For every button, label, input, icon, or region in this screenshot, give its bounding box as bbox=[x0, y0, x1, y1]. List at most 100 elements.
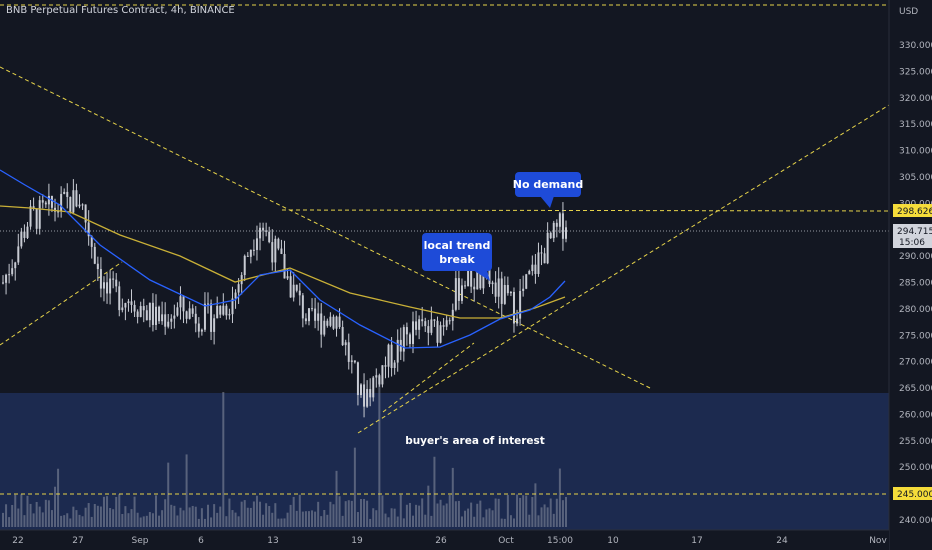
time-tick-label: 22 bbox=[12, 536, 23, 546]
volume-bar bbox=[203, 518, 206, 527]
candle-body bbox=[427, 326, 430, 333]
price-tick-label: 260.000 bbox=[899, 410, 932, 420]
volume-bar bbox=[176, 515, 179, 527]
volume-bar bbox=[237, 516, 240, 527]
candle-body bbox=[433, 319, 436, 321]
volume-bar bbox=[72, 506, 75, 527]
volume-bar bbox=[298, 494, 301, 527]
price-axis[interactable]: USD 330.000 325.000 320.000 315.000 310.000 3… bbox=[888, 0, 932, 550]
volume-bar bbox=[546, 507, 549, 527]
candle-body bbox=[512, 291, 515, 324]
downtrend-line bbox=[0, 66, 651, 389]
volume-bar bbox=[228, 498, 231, 527]
volume-bar bbox=[231, 510, 234, 527]
candle-body bbox=[130, 301, 133, 305]
candle-body bbox=[359, 384, 362, 396]
time-tick-label: 19 bbox=[351, 536, 363, 546]
volume-bar bbox=[476, 503, 479, 527]
time-axis[interactable]: 22 27 Sep 6 13 19 26 Oct 15:00 10 17 24 Nov bbox=[0, 529, 889, 550]
volume-bar bbox=[277, 518, 280, 527]
currency-label: USD bbox=[899, 7, 918, 17]
candle-body bbox=[179, 296, 182, 308]
candle-body bbox=[280, 248, 283, 254]
volume-bar bbox=[464, 510, 467, 527]
candle-body bbox=[509, 291, 512, 294]
volume-bar bbox=[359, 499, 362, 527]
candle-body bbox=[314, 308, 317, 321]
candle-body bbox=[500, 278, 503, 304]
candle-body bbox=[252, 249, 255, 251]
volume-bar bbox=[415, 504, 418, 527]
candle-body bbox=[369, 389, 372, 398]
candle-body bbox=[283, 253, 286, 279]
candle-body bbox=[430, 319, 433, 333]
candle-body bbox=[194, 313, 197, 324]
volume-bar bbox=[90, 516, 93, 527]
volume-bar bbox=[262, 514, 265, 527]
volume-bar bbox=[93, 503, 96, 527]
candle-body bbox=[207, 303, 210, 305]
volume-bar bbox=[84, 507, 87, 527]
volume-bar bbox=[44, 499, 47, 527]
candle-body bbox=[84, 204, 87, 223]
volume-bar bbox=[329, 501, 332, 527]
candle-body bbox=[78, 204, 81, 207]
volume-bar bbox=[142, 516, 145, 527]
candle-body bbox=[136, 311, 139, 317]
candle-body bbox=[216, 305, 219, 319]
candle-body bbox=[81, 204, 84, 206]
volume-bar bbox=[506, 494, 509, 527]
trendlines bbox=[0, 4, 890, 495]
candle-body bbox=[436, 320, 439, 343]
candle-body bbox=[90, 236, 93, 247]
last-price-tag: 294.715 15:06 bbox=[893, 224, 932, 248]
volume-bar bbox=[301, 511, 304, 527]
candle-body bbox=[341, 326, 344, 346]
candle-body bbox=[561, 213, 564, 239]
candle-body bbox=[286, 276, 289, 279]
candle-body bbox=[35, 208, 38, 229]
volume-bar bbox=[442, 505, 445, 527]
volume-bar bbox=[106, 496, 109, 527]
candle-body bbox=[525, 274, 528, 289]
volume-bar bbox=[259, 501, 262, 527]
candle-body bbox=[289, 276, 292, 298]
price-tick-label: 305.000 bbox=[899, 173, 932, 183]
ma-slow-line bbox=[0, 205, 566, 319]
svg-text:298.626: 298.626 bbox=[897, 207, 932, 217]
candle-body bbox=[457, 278, 460, 301]
zone-label: buyer's area of interest bbox=[405, 435, 545, 447]
candle-body bbox=[448, 320, 451, 322]
volume-bar bbox=[188, 507, 191, 527]
price-tick-label: 310.000 bbox=[899, 147, 932, 157]
price-tick-label: 270.000 bbox=[899, 358, 932, 368]
volume-bar bbox=[540, 507, 543, 527]
candle-body bbox=[439, 325, 442, 343]
candle-body bbox=[326, 320, 329, 326]
volume-bar bbox=[124, 506, 127, 527]
candle-body bbox=[366, 389, 369, 407]
volume-bar bbox=[522, 495, 525, 527]
candle-body bbox=[38, 200, 41, 229]
candle-body bbox=[421, 319, 424, 322]
candle-body bbox=[213, 318, 216, 332]
volume-bar bbox=[81, 516, 84, 527]
volume-bar bbox=[424, 514, 427, 527]
volume-bar bbox=[384, 513, 387, 527]
volume-bar bbox=[353, 447, 356, 527]
volume-bar bbox=[14, 494, 17, 527]
volume-bar bbox=[200, 508, 203, 527]
volume-bar bbox=[347, 500, 350, 527]
candle-body bbox=[259, 227, 262, 239]
candle-body bbox=[476, 269, 479, 290]
candle-body bbox=[26, 226, 29, 238]
time-tick-label: 26 bbox=[435, 536, 447, 546]
candle-body bbox=[75, 190, 78, 207]
price-tick-label: 320.000 bbox=[899, 94, 932, 104]
volume-bar bbox=[335, 470, 338, 527]
volume-bar bbox=[543, 504, 546, 527]
candle-body bbox=[467, 265, 470, 287]
volume-bar bbox=[491, 510, 494, 527]
time-tick-label: 10 bbox=[607, 536, 619, 546]
